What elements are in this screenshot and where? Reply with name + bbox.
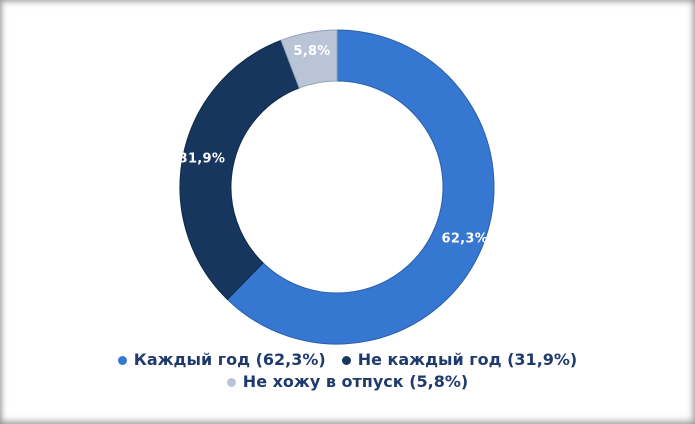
legend-item-label: Не хожу в отпуск (5,8%) [242,372,469,391]
legend-item-2: Не хожу в отпуск (5,8%) [226,371,469,393]
segment-value-label-2: 5,8% [293,44,330,59]
legend-dot-icon [341,355,351,365]
legend-item-0: Каждый год (62,3%) [117,349,326,371]
legend-item-1: Не каждый год (31,9%) [341,349,578,371]
legend-item-label: Каждый год (62,3%) [133,350,326,369]
segment-value-label-1: 31,9% [179,152,226,167]
chart-legend: Каждый год (62,3%) Не каждый год (31,9%) Н… [0,349,695,393]
donut-segment-1 [179,39,300,301]
donut-chart: 62,3% 31,9% 5,8% [179,29,495,345]
legend-dot-icon [117,355,127,365]
segment-value-label-0: 62,3% [441,232,488,247]
legend-row-1: Не хожу в отпуск (5,8%) [226,371,469,393]
legend-dot-icon [226,377,236,387]
legend-row-0: Каждый год (62,3%) Не каждый год (31,9%) [117,349,578,371]
donut-segment-0 [226,29,495,345]
legend-item-label: Не каждый год (31,9%) [357,350,578,369]
donut-segment-2 [280,29,338,89]
